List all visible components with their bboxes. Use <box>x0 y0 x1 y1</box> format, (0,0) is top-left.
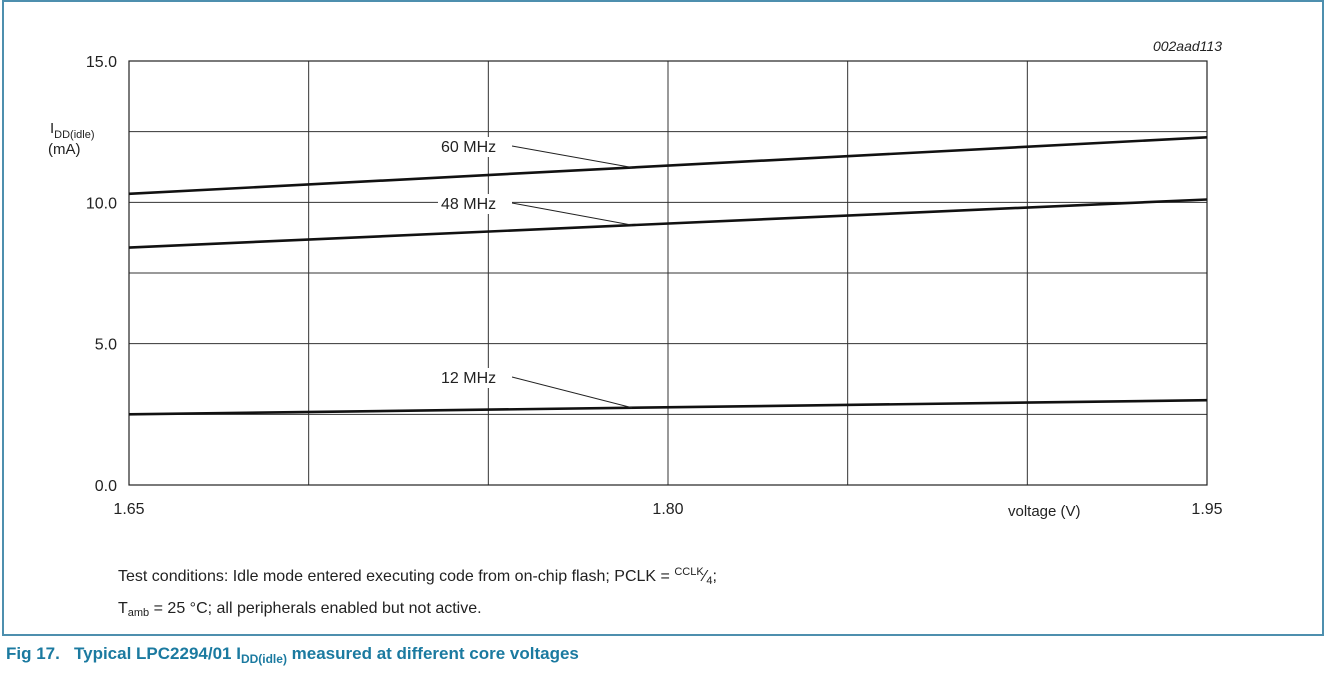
x-tick-label: 1.80 <box>652 501 683 518</box>
figure-caption: Fig 17. Typical LPC2294/01 IDD(idle) meas… <box>6 644 579 666</box>
y-tick-label: 0.0 <box>95 478 117 495</box>
series-lines <box>128 136 1208 416</box>
figure-code: 002aad113 <box>1153 38 1222 54</box>
y-tick-label: 15.0 <box>86 54 117 71</box>
figure-frame <box>2 0 1324 636</box>
series-line <box>128 198 1208 249</box>
series-labels: 60 MHz 48 MHz 12 MHz <box>438 137 512 388</box>
x-tick-label: 1.65 <box>113 501 144 518</box>
tick-labels: 0.0 5.0 10.0 15.0 1.65 1.80 1.95 <box>86 54 1223 518</box>
series-label-bg <box>438 137 512 157</box>
series-label-bg <box>438 368 512 388</box>
chart: 60 MHz 48 MHz 12 MHz 0.0 5.0 10.0 15.0 1.65 1.8… <box>48 38 1223 520</box>
series-label: 48 MHz <box>441 196 496 213</box>
series-label-bg <box>438 194 512 214</box>
grid <box>129 61 1207 485</box>
test-conditions-line-1: Test conditions: Idle mode entered execu… <box>118 566 717 587</box>
leader-line <box>511 202 633 226</box>
y-axis-label: IDD(idle) <box>50 120 95 141</box>
x-axis-label: voltage (V) <box>1008 503 1081 520</box>
x-tick-label: 1.95 <box>1191 501 1222 518</box>
y-axis-unit: (mA) <box>48 141 81 158</box>
y-tick-label: 5.0 <box>95 337 117 354</box>
series-label: 12 MHz <box>441 370 496 387</box>
y-tick-label: 10.0 <box>86 195 117 212</box>
series-label: 60 MHz <box>441 139 496 156</box>
plot-area-border <box>128 60 1208 486</box>
series-leader-lines <box>511 145 633 409</box>
series-line <box>128 136 1208 196</box>
series-line <box>128 398 1208 416</box>
leader-line <box>511 376 633 409</box>
leader-line <box>511 145 633 168</box>
test-conditions-line-2: Tamb = 25 °C; all peripherals enabled bu… <box>118 600 482 619</box>
